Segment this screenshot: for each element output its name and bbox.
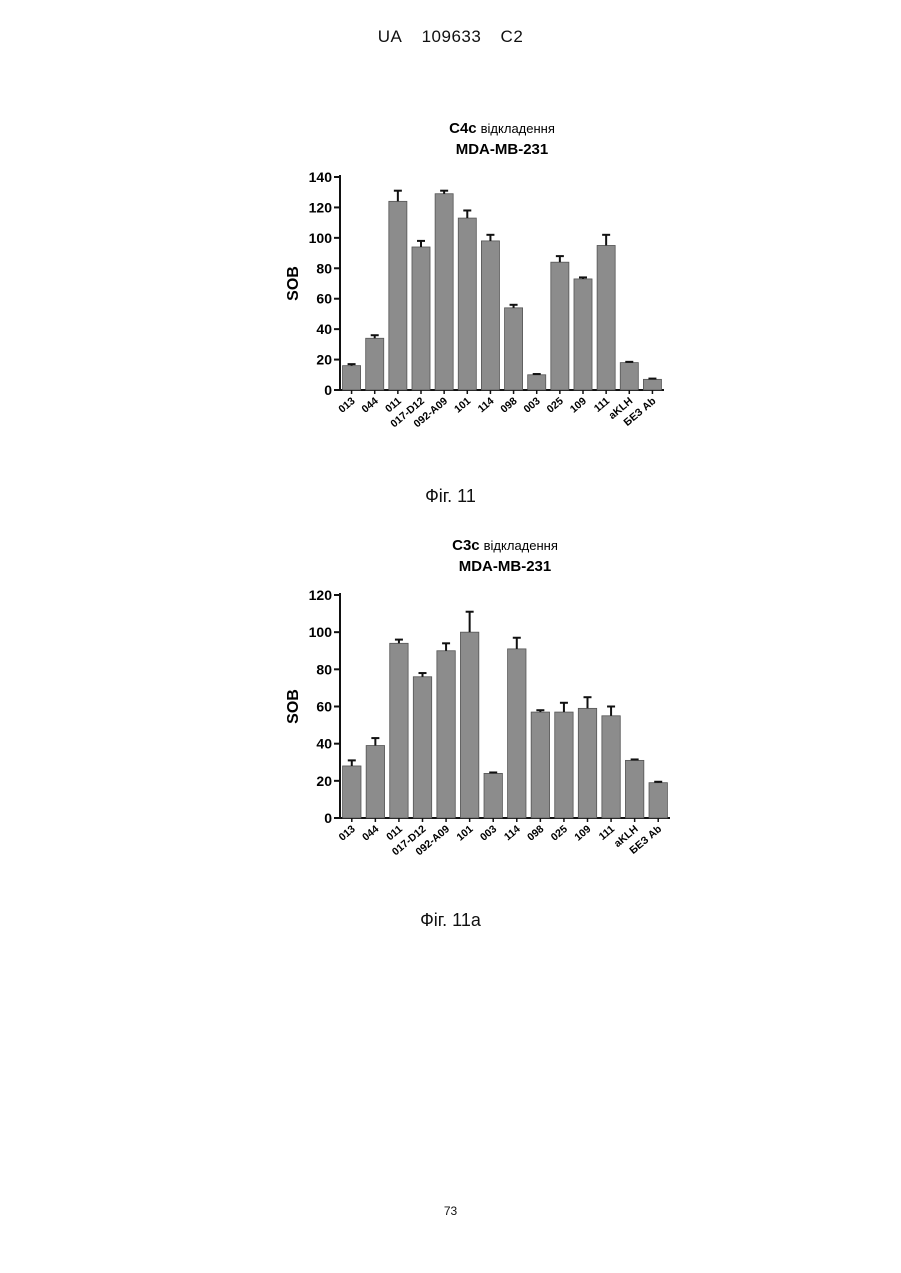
bar [643,379,661,390]
bar [390,643,408,818]
bar [366,338,384,390]
bar [508,649,526,818]
y-tick-label: 80 [316,260,332,276]
x-tick-label: 044 [359,395,380,416]
bar [551,262,569,390]
x-tick-label: 109 [572,823,593,844]
y-tick-label: 60 [316,291,332,307]
chart-c4c: C4c відкладення MDA-MB-231 SOB 0 20 40 60 80 100 1… [270,114,690,459]
figure-caption-11a: Фіг. 11a [0,910,901,931]
x-tick-label: 003 [521,395,542,416]
bar [531,712,549,818]
chart-c4c-svg: C4c відкладення MDA-MB-231 SOB 0 20 40 60 80 100 1… [270,114,690,459]
bar [458,218,476,390]
bar [602,716,620,818]
x-tick-label: 101 [454,823,475,844]
x-tick-label: 114 [502,823,523,843]
y-tick-label: 20 [316,352,332,368]
bar [555,712,573,818]
bar [481,241,499,390]
patent-number: 109633 [422,27,482,46]
y-tick-label: 20 [316,773,332,789]
chart-c3c: C3c відкладення MDA-MB-231 SOB 0 20 40 60 80 100 1… [270,532,690,877]
bar [460,632,478,818]
y-axis-label: SOB [285,689,302,724]
bar [505,308,523,390]
x-tick-label: 013 [337,823,358,844]
figure-caption-11: Фіг. 11 [0,486,901,507]
bar [578,708,596,818]
x-tick-label: 003 [478,823,499,844]
x-tick-label: 044 [360,823,381,844]
page-number: 73 [0,1204,901,1218]
y-axis-label: SOB [285,266,302,301]
chart-subtitle: MDA-MB-231 [456,141,549,158]
y-tick-label: 140 [309,169,333,185]
bar [574,279,592,390]
bar [343,366,361,390]
bar [649,783,667,818]
y-tick-label: 100 [309,624,333,640]
y-tick-label: 40 [316,321,332,337]
chart-title-bold: C3c [452,537,480,554]
bar [620,363,638,390]
x-tick-label: 025 [545,395,566,416]
y-tick-label: 0 [324,382,332,398]
patent-header: UA 109633 C2 [0,27,901,47]
x-tick-label: 025 [549,823,570,844]
bar [435,194,453,390]
x-tick-label: 098 [498,395,519,416]
chart-title-rest: відкладення [484,538,558,553]
bar [484,773,502,818]
x-tick-label: 101 [452,395,473,416]
bar [343,766,361,818]
chart-title-bold: C4c [449,120,477,137]
bar [412,247,430,390]
bar [389,201,407,390]
bar [437,651,455,818]
bar [366,746,384,818]
chart-c3c-svg: C3c відкладення MDA-MB-231 SOB 0 20 40 60 80 100 1… [270,532,690,877]
y-tick-label: 60 [316,699,332,715]
x-tick-label: 114 [476,395,497,415]
chart-subtitle: MDA-MB-231 [459,558,552,575]
bar [625,760,643,818]
patent-kind: C2 [501,27,524,46]
patent-country: UA [378,27,403,46]
y-tick-label: 100 [309,230,333,246]
x-tick-label: 109 [568,395,589,416]
x-tick-label: 013 [336,395,357,416]
y-tick-label: 0 [324,810,332,826]
chart-title: C3c відкладення [452,537,558,554]
bar [597,245,615,390]
chart-title: C4c відкладення [449,120,555,137]
y-tick-label: 40 [316,736,332,752]
y-tick-label: 120 [309,199,333,215]
y-tick-label: 80 [316,661,332,677]
bar [413,677,431,818]
bar [528,375,546,390]
y-tick-label: 120 [309,587,333,603]
x-tick-label: 098 [525,823,546,844]
chart-title-rest: відкладення [481,121,555,136]
